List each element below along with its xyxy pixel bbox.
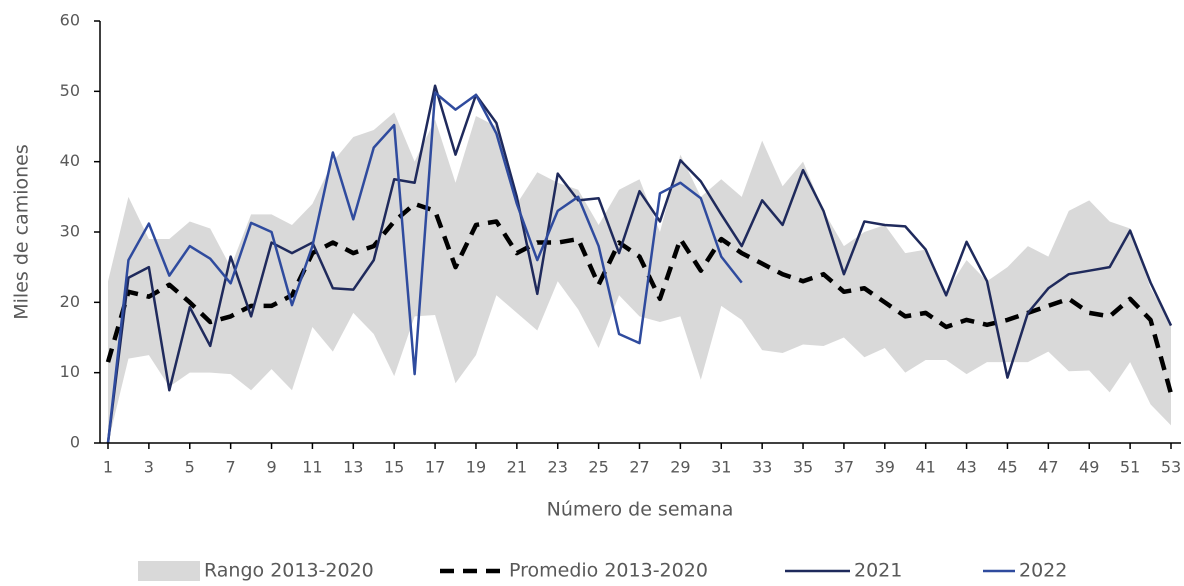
legend-label: Promedio 2013-2020 [509, 560, 708, 582]
x-tick-label: 41 [916, 458, 936, 477]
series-line [106, 84, 1173, 444]
x-tick-label: 13 [343, 458, 363, 477]
y-tick-label: 20 [60, 292, 80, 311]
x-tick-label: 43 [956, 458, 976, 477]
x-tick-label: 21 [507, 458, 527, 477]
y-tick-label: 50 [60, 81, 80, 100]
x-tick-label: 11 [302, 458, 322, 477]
series-line [105, 201, 1174, 395]
legend-label: 2021 [854, 560, 902, 582]
x-tick-label: 37 [834, 458, 854, 477]
y-tick-label: 30 [60, 222, 80, 241]
x-tick-label: 7 [226, 458, 236, 477]
legend-swatch [138, 561, 200, 581]
series-line [106, 91, 743, 444]
y-tick-label: 0 [70, 433, 80, 452]
range-area [108, 112, 1171, 443]
x-tick-label: 25 [588, 458, 608, 477]
x-tick-label: 15 [384, 458, 404, 477]
y-tick-label: 10 [60, 362, 80, 381]
legend-label: Rango 2013-2020 [204, 560, 374, 582]
x-tick-label: 17 [425, 458, 445, 477]
x-tick-label: 51 [1120, 458, 1140, 477]
plot-area [105, 84, 1174, 444]
x-tick-label: 29 [670, 458, 690, 477]
x-tick-label: 47 [1038, 458, 1058, 477]
x-axis-title: Número de semana [547, 499, 734, 521]
x-tick-label: 45 [997, 458, 1017, 477]
x-tick-label: 53 [1161, 458, 1181, 477]
x-tick-label: 27 [629, 458, 649, 477]
x-tick-label: 23 [548, 458, 568, 477]
y-axis-title: Miles de camiones [11, 144, 33, 320]
x-tick-label: 5 [185, 458, 195, 477]
x-tick-label: 9 [266, 458, 276, 477]
x-tick-label: 19 [466, 458, 486, 477]
x-tick-label: 33 [752, 458, 772, 477]
legend-label: 2022 [1019, 560, 1067, 582]
y-tick-label: 40 [60, 151, 80, 170]
y-tick-label: 60 [60, 11, 80, 30]
x-tick-label: 1 [103, 458, 113, 477]
x-tick-label: 39 [875, 458, 895, 477]
x-tick-label: 3 [144, 458, 154, 477]
x-tick-label: 31 [711, 458, 731, 477]
x-tick-label: 49 [1079, 458, 1099, 477]
x-tick-label: 35 [793, 458, 813, 477]
